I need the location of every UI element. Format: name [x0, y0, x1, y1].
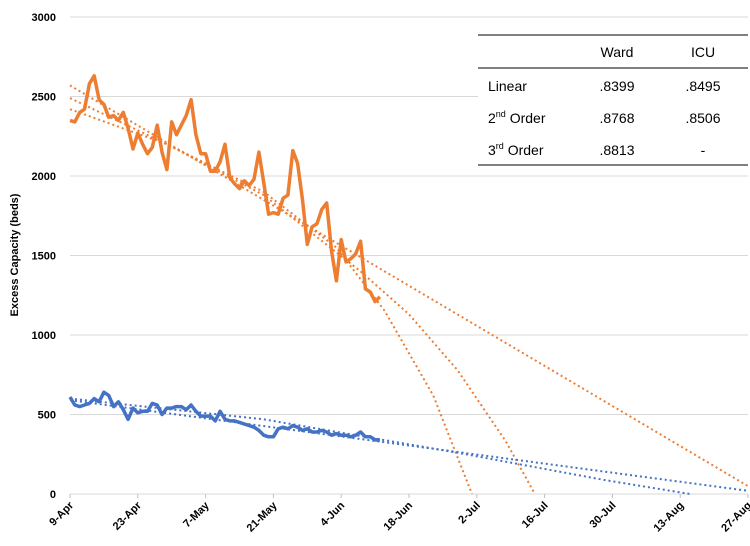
y-tick-label: 2000 [32, 171, 56, 183]
row-label-part: Linear [488, 78, 527, 94]
x-tick-label: 18-Jun [382, 499, 416, 533]
x-tick-label: 27-Aug [719, 500, 750, 535]
table-cell: .8495 [685, 78, 720, 94]
row-label-part: nd [496, 109, 506, 119]
trendline [69, 399, 749, 492]
table-cell: .8768 [599, 110, 634, 126]
x-tick-label: 7-May [181, 499, 212, 530]
y-tick-label: 3000 [32, 12, 56, 24]
x-tick-label: 16-Jul [520, 500, 551, 531]
y-tick-label: 1000 [32, 330, 56, 342]
y-axis-label: Excess Capacity (beds) [9, 193, 21, 316]
y-tick-label: 1500 [32, 251, 56, 263]
y-tick-label: 500 [38, 410, 56, 422]
row-label-part: 3 [488, 142, 496, 158]
x-tick-label: 4-Jun [318, 499, 347, 528]
y-tick-label: 2500 [32, 92, 56, 104]
table-cell: .8813 [599, 142, 634, 158]
table-background [478, 35, 748, 165]
x-tick-label: 2-Jul [456, 500, 483, 527]
trendline [69, 97, 536, 495]
x-tick-label: 23-Apr [111, 499, 145, 533]
table-cell: - [701, 142, 706, 158]
row-label-part: 2 [488, 110, 496, 126]
row-label-part: Order [504, 142, 544, 158]
row-label: 2nd Order [488, 109, 546, 126]
table-header: ICU [691, 44, 715, 60]
row-label: 3rd Order [488, 141, 544, 158]
x-tick-label: 9-Apr [47, 499, 76, 528]
table-cell: .8506 [685, 110, 720, 126]
table-header: Ward [601, 44, 634, 60]
y-tick-label: 0 [50, 489, 56, 501]
series-line [69, 74, 382, 304]
x-tick-label: 21-May [245, 499, 280, 534]
row-label-part: rd [496, 141, 504, 151]
row-label-part: Order [506, 110, 546, 126]
x-tick-label: 13-Aug [651, 500, 686, 535]
trendline [69, 397, 691, 495]
x-tick-label: 30-Jul [588, 500, 619, 531]
table-cell: .8399 [599, 78, 634, 94]
r-squared-table: Ward ICU Linear .8399 .8495 2nd Order .8768 .85… [478, 34, 748, 166]
plot [68, 16, 749, 498]
row-label: Linear [488, 78, 527, 94]
series-line [68, 390, 380, 442]
